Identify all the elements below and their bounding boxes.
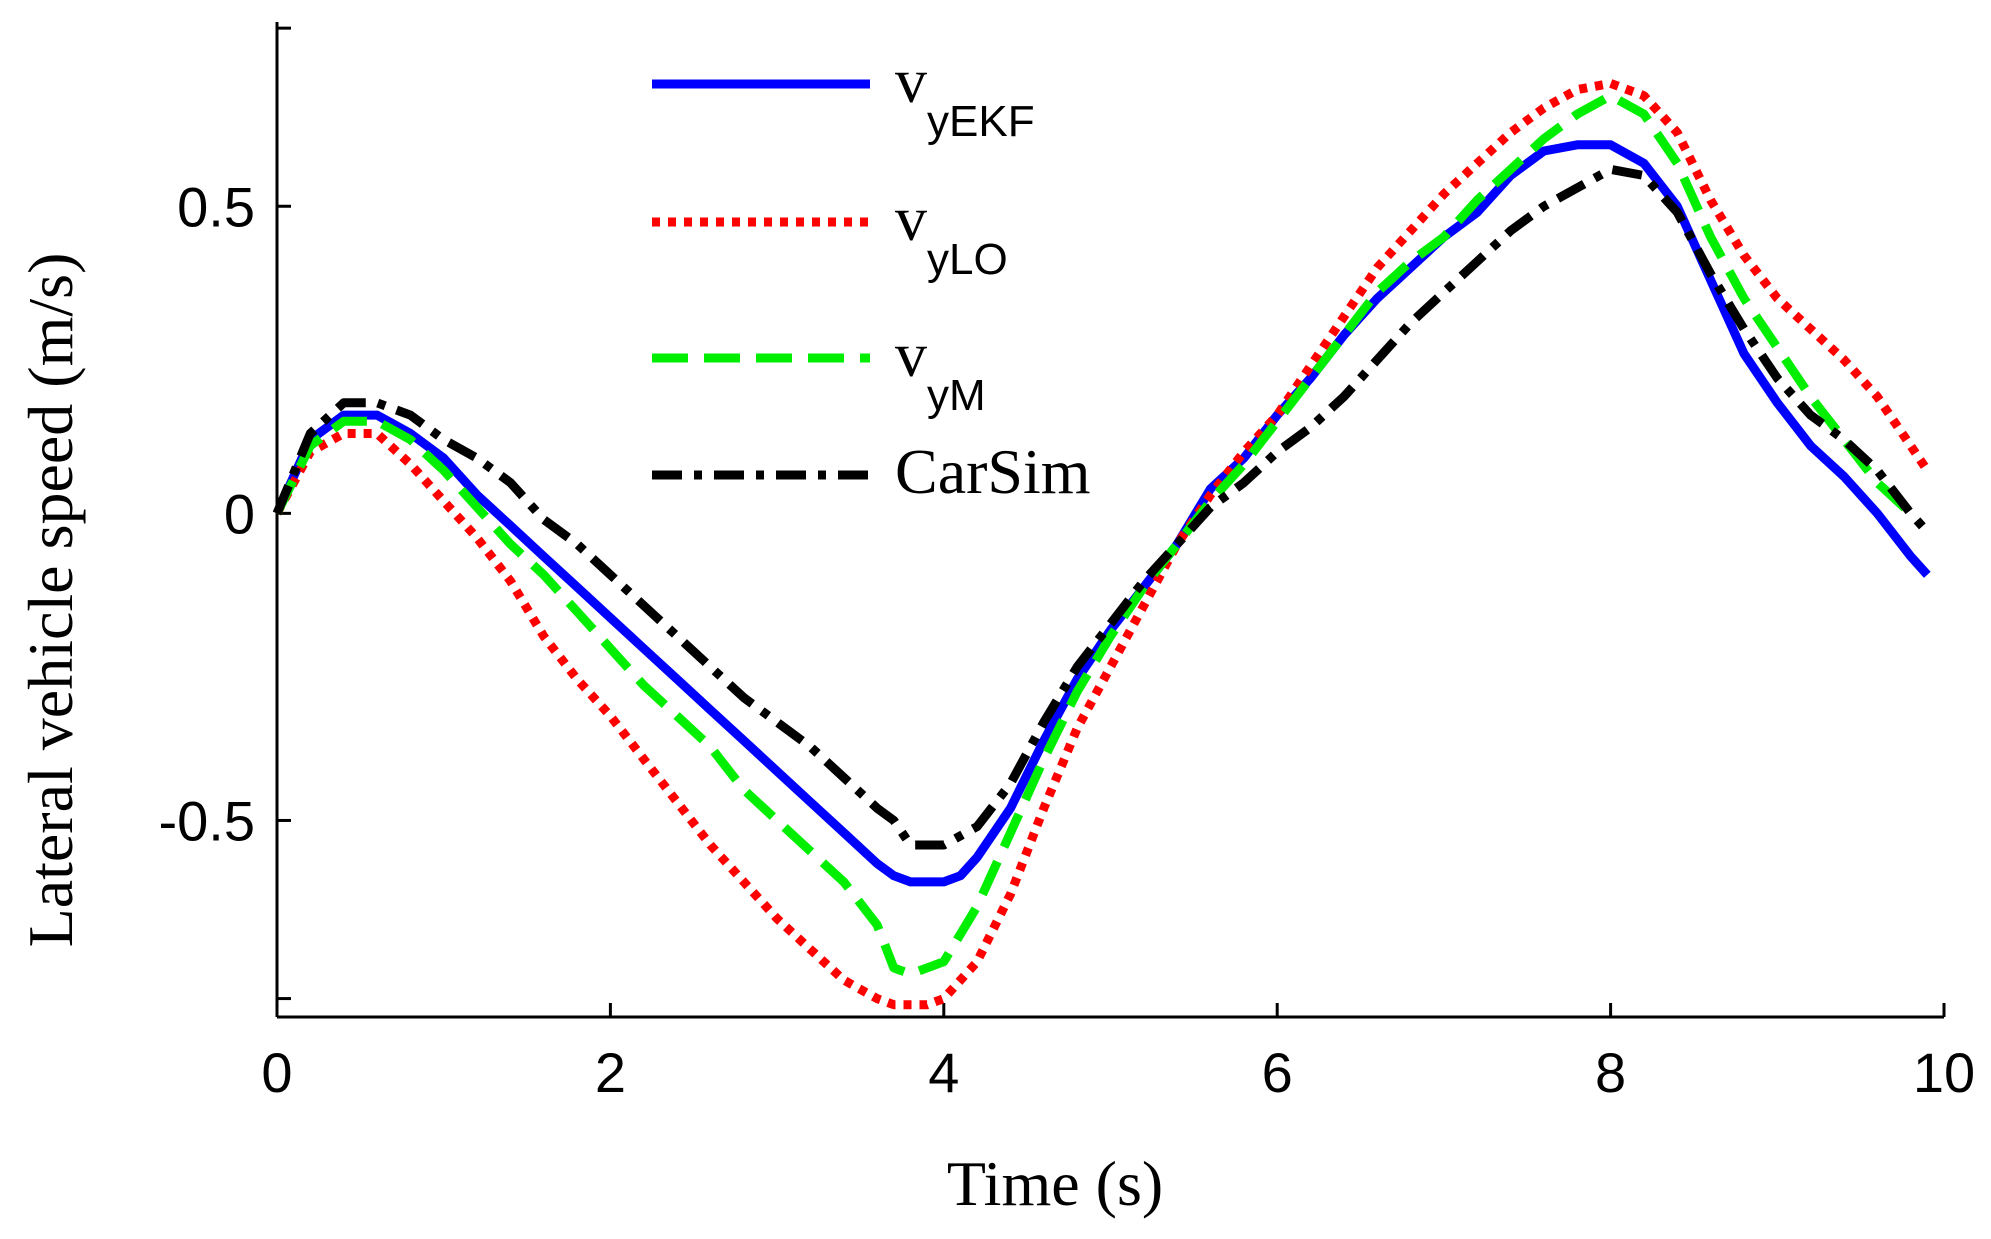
legend: vyEKF vyLO vyM CarSim xyxy=(652,45,1091,507)
legend-label: vyLO xyxy=(895,183,1008,284)
series-line-yM xyxy=(272,91,1914,979)
y-axis-ticks: -0.5 0 0.5 xyxy=(159,26,291,1001)
series-line-yLO xyxy=(273,78,1932,1010)
x-tick-label: 8 xyxy=(1595,1041,1626,1104)
x-tick-label: 0 xyxy=(261,1041,292,1104)
x-axis-label: Time (s) xyxy=(947,1148,1163,1219)
x-axis-ticks: 0 2 4 6 8 10 xyxy=(261,1003,1975,1104)
series-layer xyxy=(272,78,1932,1010)
y-tick-label: -0.5 xyxy=(159,789,256,852)
series-line-CarSim xyxy=(272,164,1931,850)
series-line-yEKF xyxy=(272,140,1931,887)
plot-frame xyxy=(275,22,1944,1019)
x-tick-label: 4 xyxy=(928,1041,959,1104)
x-tick-label: 6 xyxy=(1262,1041,1293,1104)
legend-label: CarSim xyxy=(895,436,1091,507)
x-tick-label: 10 xyxy=(1913,1041,1975,1104)
y-tick-label: 0.5 xyxy=(177,175,255,238)
legend-label: vyM xyxy=(895,319,986,420)
y-axis-label: Lateral vehicle speed (m/s) xyxy=(15,253,86,948)
x-tick-label: 2 xyxy=(595,1041,626,1104)
legend-label: vyEKF xyxy=(895,45,1035,146)
y-tick-label: 0 xyxy=(224,482,255,545)
